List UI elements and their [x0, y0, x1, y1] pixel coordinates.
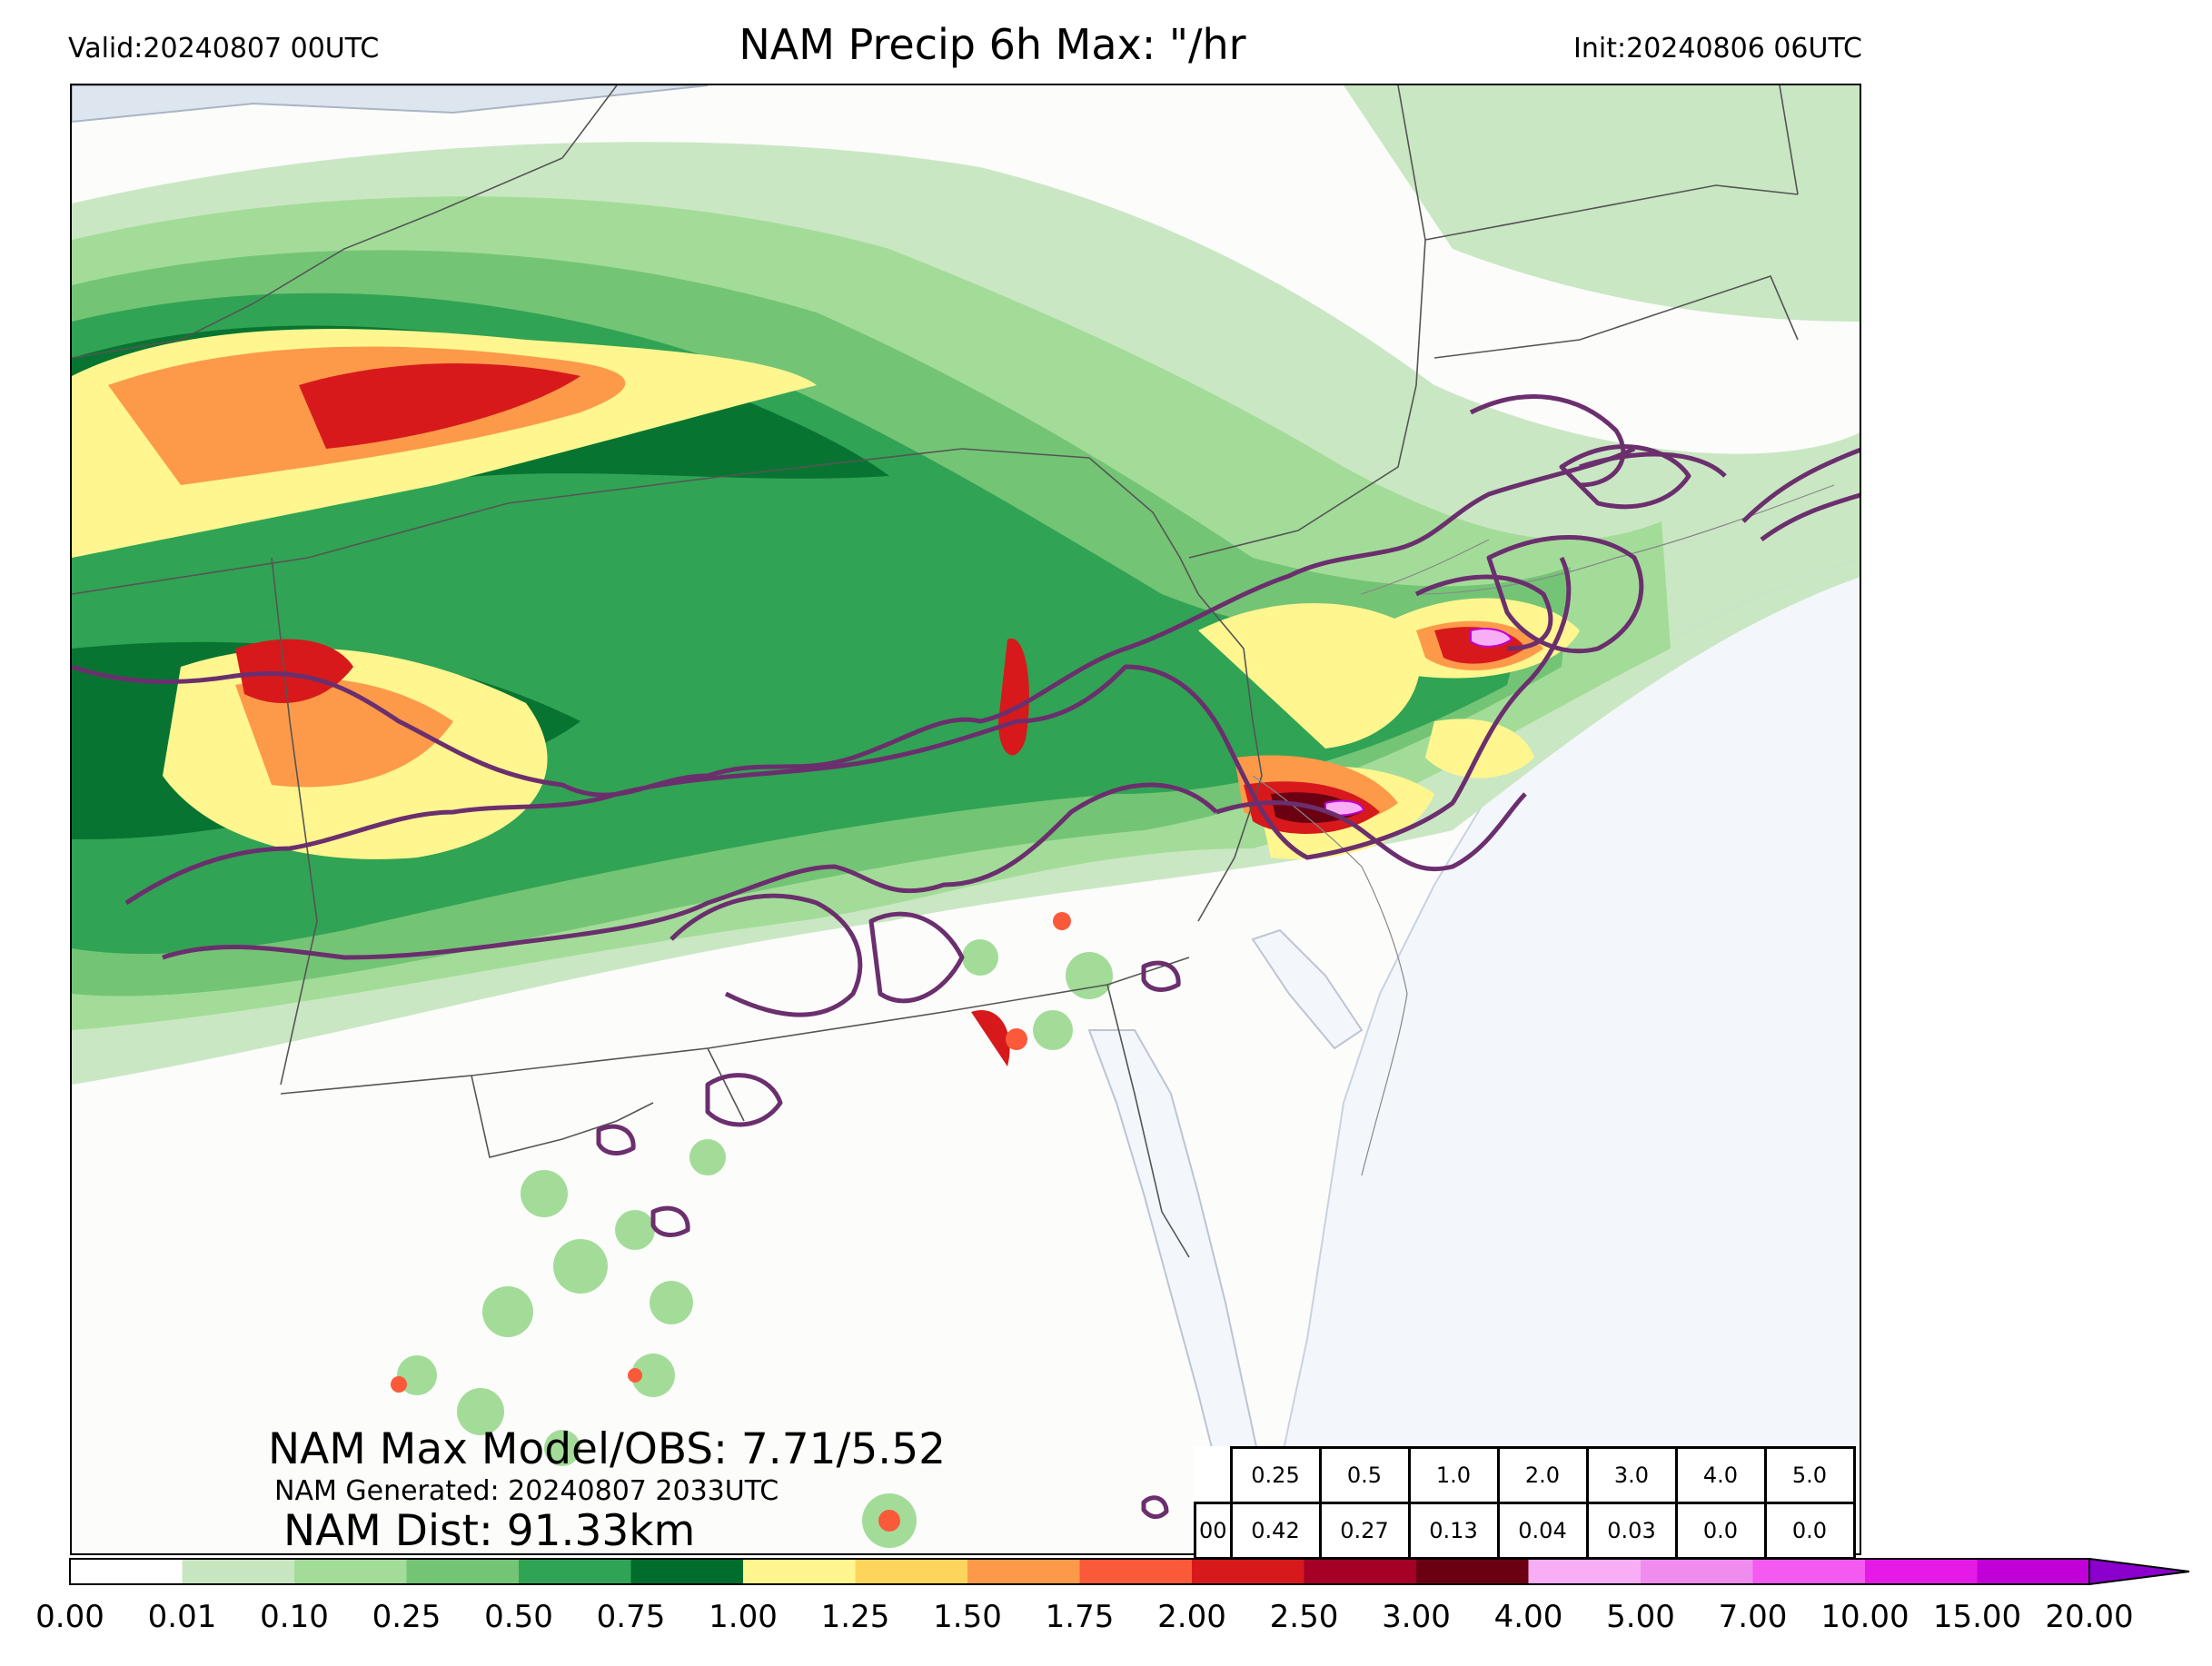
generated-stat: NAM Generated: 20240807 2033UTC: [274, 1475, 779, 1507]
delaware-bay: [1251, 928, 1364, 1050]
precip-scattered-core: [391, 912, 1071, 1532]
threshold-value: 0.0: [1674, 1502, 1767, 1560]
precip-map: [70, 84, 1861, 1555]
threshold-value-row: 00 0.42 0.27 0.13 0.04 0.03 0.0 0.0: [1194, 1502, 1856, 1560]
colorbar-tick-label: 10.00: [1820, 1599, 1909, 1635]
lake-ontario: [72, 85, 709, 124]
colorbar-segment: [1304, 1559, 1417, 1584]
colorbar-segment: [182, 1559, 295, 1584]
threshold-corner: [1195, 1447, 1233, 1503]
colorbar-segment: [294, 1559, 407, 1584]
colorbar-tick-label: 5.00: [1606, 1599, 1675, 1635]
colorbar-segment: [406, 1559, 520, 1584]
colorbar-tick-label: 0.10: [260, 1599, 329, 1635]
colorbar-segment: [1416, 1559, 1529, 1584]
colorbar-tick-label: 7.00: [1718, 1599, 1788, 1635]
threshold-value: 0.0: [1763, 1502, 1856, 1560]
threshold-header-row: 0.25 0.5 1.0 2.0 3.0 4.0 5.0: [1195, 1446, 1856, 1504]
colorbar-tick-label: 15.00: [1932, 1599, 2022, 1635]
colorbar-segment: [1528, 1559, 1642, 1584]
threshold-value: 0.13: [1407, 1502, 1500, 1560]
colorbar-tick-label: 4.00: [1493, 1599, 1563, 1635]
colorbar: [69, 1557, 2190, 1586]
colorbar-tick-label: 1.50: [933, 1599, 1002, 1635]
colorbar-tick-label: 20.00: [2045, 1599, 2134, 1635]
colorbar-tick-label: 0.50: [484, 1599, 553, 1635]
coastlines: [1252, 484, 1835, 1176]
model-obs-stat: NAM Max Model/OBS: 7.71/5.52: [268, 1424, 947, 1474]
colorbar-tick-label: 0.01: [147, 1599, 217, 1635]
colorbar-tick-label: 1.75: [1045, 1599, 1115, 1635]
colorbar-tick-label: 1.00: [709, 1599, 778, 1635]
colorbar-segment: [1079, 1559, 1193, 1584]
obs-contours: [72, 394, 1860, 1520]
precip-scattered: [397, 939, 1113, 1548]
colorbar-outline: [69, 1558, 2090, 1585]
threshold-cell: 5.0: [1763, 1446, 1856, 1504]
colorbar-segment: [1752, 1559, 1866, 1584]
colorbar-segment: [967, 1559, 1080, 1584]
colorbar-tick-label: 0.75: [596, 1599, 666, 1635]
colorbar-segment: [1192, 1559, 1304, 1584]
threshold-value: 0.03: [1585, 1502, 1678, 1560]
colorbar-tick-label: 2.00: [1157, 1599, 1226, 1635]
chesapeake-bay: [1087, 1029, 1281, 1553]
threshold-cell: 2.0: [1496, 1446, 1589, 1504]
colorbar-segment: [855, 1559, 968, 1584]
colorbar-segment: [1865, 1559, 1978, 1584]
threshold-row-label: 00: [1194, 1502, 1233, 1560]
state-borders: [72, 85, 1799, 1258]
threshold-value: 0.27: [1318, 1502, 1411, 1560]
threshold-cell: 3.0: [1585, 1446, 1678, 1504]
precip-pink: [1324, 628, 1513, 817]
valid-time-label: Valid:20240807 00UTC: [68, 33, 380, 64]
threshold-cell: 4.0: [1674, 1446, 1767, 1504]
colorbar-tick-label: 0.00: [35, 1599, 104, 1635]
colorbar-tick-label: 0.25: [372, 1599, 441, 1635]
colorbar-segment: [1641, 1559, 1753, 1584]
threshold-table: 0.25 0.5 1.0 2.0 3.0 4.0 5.0 00 0.42 0.2…: [1194, 1446, 1856, 1560]
map-title: NAM Precip 6h Max: "/hr: [0, 20, 2212, 69]
colorbar-segment: [1977, 1559, 2090, 1584]
threshold-value: 0.42: [1229, 1502, 1322, 1560]
map-title-text: NAM Precip 6h Max: "/hr: [739, 20, 1246, 69]
colorbar-extend-arrow: [2088, 1557, 2190, 1586]
init-time-label: Init:20240806 06UTC: [1573, 33, 1862, 64]
colorbar-segment: [519, 1559, 631, 1584]
distance-stat: NAM Dist: 91.33km: [283, 1506, 696, 1556]
map-canvas: [72, 85, 1860, 1553]
colorbar-segment: [743, 1559, 856, 1584]
colorbar-tick-label: 2.50: [1269, 1599, 1339, 1635]
threshold-value: 0.04: [1496, 1502, 1589, 1560]
colorbar-tick-label: 3.00: [1382, 1599, 1451, 1635]
colorbar-tick-label: 1.25: [820, 1599, 890, 1635]
colorbar-segment: [630, 1559, 744, 1584]
colorbar-segment: [70, 1559, 183, 1584]
threshold-cell: 1.0: [1407, 1446, 1500, 1504]
threshold-cell: 0.5: [1318, 1446, 1411, 1504]
threshold-cell: 0.25: [1229, 1446, 1322, 1504]
